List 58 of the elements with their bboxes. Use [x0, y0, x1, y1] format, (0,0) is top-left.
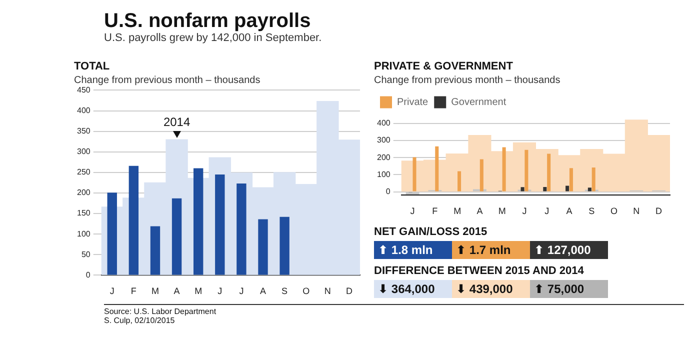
- y-tick-label: 400: [76, 106, 91, 115]
- x-tick-label: M: [454, 206, 462, 216]
- x-tick-label: A: [174, 286, 180, 296]
- chart-subtitle: Change from previous month – thousands: [374, 74, 560, 86]
- category-label: ⬆ 127,000: [530, 241, 608, 259]
- x-tick-label: D: [656, 206, 663, 216]
- x-tick-label: F: [130, 286, 137, 296]
- text: DIFFERENCE BETWEEN 2015 AND 2014: [374, 265, 585, 277]
- y-tick-label: 0: [386, 186, 391, 196]
- y-tick-label: 450: [76, 85, 91, 94]
- y-tick-label: 400: [376, 118, 391, 128]
- x-tick-label: A: [566, 206, 572, 216]
- y-tick-label: 150: [76, 208, 91, 218]
- text: S. Culp, 02/10/2015: [104, 316, 176, 325]
- x-tick-label: J: [239, 286, 244, 296]
- x-tick-label: N: [633, 206, 640, 216]
- category-label: ⬆ 1.7 mln: [452, 241, 530, 259]
- x-tick-label: J: [544, 206, 550, 216]
- x-tick-label: D: [346, 286, 353, 296]
- x-tick-label: O: [302, 286, 310, 296]
- y-tick-label: 100: [376, 170, 391, 179]
- y-tick-label: 350: [76, 126, 91, 136]
- chart-subtitle: Change from previous month – thousands: [74, 74, 260, 86]
- y-tick-label: 200: [376, 152, 391, 162]
- x-tick-label: M: [151, 286, 159, 296]
- x-tick-label: J: [522, 206, 527, 216]
- text: NET GAIN/LOSS 2015: [374, 226, 488, 238]
- category-label: ⬇ 364,000: [374, 280, 452, 298]
- chart-title: PRIVATE & GOVERNMENT: [374, 60, 514, 73]
- x-tick-label: N: [324, 286, 331, 296]
- x-tick-label: S: [282, 286, 288, 296]
- category-label: ⬆ 1.8 mln: [374, 241, 452, 259]
- category-label: ⬆ 75,000: [530, 280, 608, 298]
- text: U.S. nonfarm payrolls: [104, 10, 312, 32]
- x-tick-label: J: [410, 206, 415, 216]
- chart-title: TOTAL: [74, 60, 110, 73]
- category-label: ⬇ 439,000: [452, 280, 530, 298]
- legend-label: Government: [451, 96, 506, 108]
- x-tick-label: O: [610, 206, 618, 216]
- text: U.S. payrolls grew by 142,000 in September.: [104, 32, 322, 44]
- y-tick-label: 0: [86, 270, 91, 280]
- x-tick-label: J: [218, 286, 222, 296]
- x-tick-label: M: [498, 206, 506, 216]
- x-tick-label: M: [194, 286, 202, 296]
- x-tick-label: J: [110, 286, 114, 296]
- x-tick-label: A: [476, 206, 483, 216]
- source-note: Source: U.S. Labor Department: [104, 307, 218, 316]
- y-tick-label: 50: [81, 250, 91, 259]
- y-tick-label: 300: [76, 147, 91, 156]
- y-tick-label: 100: [76, 229, 91, 238]
- x-tick-label: S: [588, 206, 595, 216]
- annotation: 2014: [163, 114, 190, 129]
- x-tick-label: F: [432, 206, 438, 216]
- y-tick-label: 300: [376, 136, 391, 145]
- x-tick-label: A: [260, 286, 266, 296]
- legend-label: Private: [397, 96, 429, 108]
- y-tick-label: 250: [76, 168, 91, 177]
- y-tick-label: 200: [76, 188, 91, 198]
